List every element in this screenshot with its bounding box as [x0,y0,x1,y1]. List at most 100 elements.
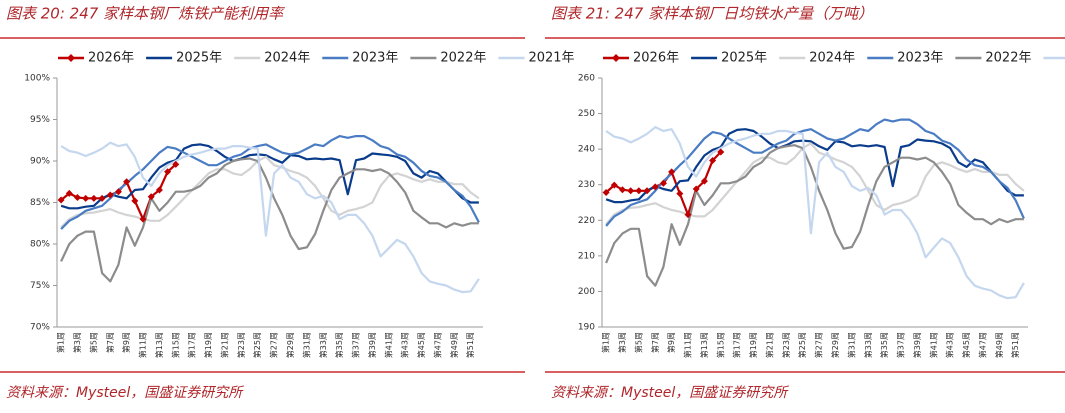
x-tick-label: 第7周 [650,332,660,353]
x-tick-label: 第23周 [236,332,246,358]
x-tick-label: 第47周 [977,332,987,358]
y-tick-label: 90% [30,157,50,167]
x-tick-label: 第5周 [633,332,643,353]
series-marker [610,181,618,189]
x-tick-label: 第35周 [334,332,344,358]
x-tick-label: 第47周 [432,332,442,358]
x-tick-label: 第45周 [961,332,971,358]
x-tick-label: 第25周 [252,332,262,358]
series-marker [131,197,139,205]
x-tick-label: 第29周 [285,332,295,358]
series-marker [73,194,81,202]
x-tick-label: 第23周 [781,332,791,358]
series-marker [643,187,651,195]
y-tick-label: 80% [30,240,50,250]
x-tick-label: 第31周 [846,332,856,358]
x-tick-label: 第11周 [683,332,693,358]
x-tick-label: 第39周 [367,332,377,358]
series-marker [123,178,131,186]
series-marker [717,148,725,156]
x-tick-label: 第51周 [465,332,475,358]
x-tick-label: 第37周 [896,332,906,358]
series-marker [668,168,676,176]
y-tick-label: 95% [30,115,50,125]
legend-label: 2024年 [809,51,855,66]
x-tick-label: 第1周 [56,332,66,353]
legend-marker [67,54,75,62]
series-marker [82,194,90,202]
legend-label: 2022年 [440,51,486,66]
x-tick-label: 第49周 [994,332,1004,358]
x-tick-label: 第33周 [318,332,328,358]
x-tick-label: 第9周 [666,332,676,353]
series-marker [602,189,610,197]
series-line [605,118,1025,227]
legend-label: 2024年 [264,51,310,66]
x-tick-label: 第51周 [1010,332,1020,358]
x-tick-label: 第11周 [138,332,148,358]
series-marker [90,194,98,202]
y-tick-label: 250 [578,109,595,119]
x-tick-label: 第13周 [154,332,164,358]
y-tick-label: 210 [578,251,595,261]
series-marker [635,187,643,195]
x-tick-label: 第25周 [797,332,807,358]
legend-label: 2023年 [897,51,943,66]
y-tick-label: 220 [578,216,595,226]
series-marker [684,211,692,219]
x-tick-label: 第17周 [732,332,742,358]
y-tick-label: 190 [578,323,595,333]
source: 资料来源：Mysteel，国盛证券研究所 [551,385,789,401]
series-marker [692,185,700,193]
x-tick-label: 第27周 [269,332,279,358]
series-line [60,155,480,229]
x-tick-label: 第43周 [400,332,410,358]
x-tick-label: 第15周 [170,332,180,358]
series-marker [139,215,147,223]
x-tick-label: 第3周 [72,332,82,353]
series-marker [618,186,626,194]
x-tick-label: 第35周 [879,332,889,358]
series-marker [147,193,155,201]
y-tick-label: 230 [578,180,595,190]
series-line [60,135,480,230]
series-line [605,128,1024,204]
series-line [60,143,479,210]
legend-label: 2026年 [88,51,134,66]
x-tick-label: 第3周 [617,332,627,353]
y-tick-label: 75% [30,281,50,291]
series-marker [709,157,717,165]
series-marker [106,191,114,199]
series-marker [65,189,73,197]
y-tick-label: 260 [578,74,595,84]
x-tick-label: 第17周 [187,332,197,358]
x-tick-label: 第45周 [416,332,426,358]
legend-label: 2021年 [528,51,574,66]
series-marker [164,168,172,176]
series-marker [57,196,65,204]
source: 资料来源：Mysteel，国盛证券研究所 [6,385,244,401]
x-tick-label: 第9周 [121,332,131,353]
x-tick-label: 第41周 [383,332,393,358]
y-tick-label: 200 [578,287,595,297]
x-tick-label: 第19周 [203,332,213,358]
x-tick-label: 第15周 [715,332,725,358]
chart-title: 图表 21: 247 家样本钢厂日均铁水产量（万吨） [551,5,873,23]
series-marker [155,186,163,194]
x-tick-label: 第37周 [351,332,361,358]
series-marker [98,194,106,202]
series-line [605,142,1025,225]
x-tick-label: 第39周 [912,332,922,358]
x-tick-label: 第33周 [863,332,873,358]
x-tick-label: 第43周 [945,332,955,358]
legend-label: 2025年 [721,51,767,66]
x-tick-label: 第31周 [301,332,311,358]
series-marker [172,160,180,168]
y-tick-label: 70% [30,323,50,333]
series-marker [700,177,708,185]
legend-label: 2026年 [633,51,679,66]
series-marker [627,187,635,195]
x-tick-label: 第21周 [764,332,774,358]
series-line [60,141,480,294]
